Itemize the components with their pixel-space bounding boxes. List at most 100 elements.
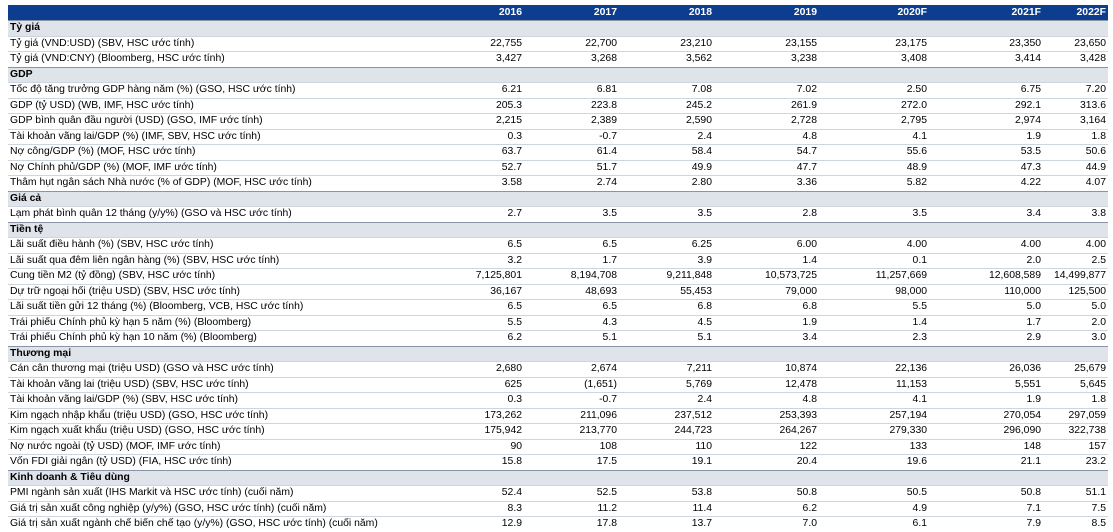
table-row: Trái phiếu Chính phủ kỳ hạn 5 năm (%) (B… xyxy=(8,314,1108,331)
value-cell: 2,674 xyxy=(524,361,619,377)
value-cell: 625 xyxy=(429,376,524,393)
row-label: Tỷ giá (VND:CNY) (Bloomberg, HSC ước tín… xyxy=(8,51,429,67)
table-row: Cán cân thương mại (triệu USD) (GSO và H… xyxy=(8,361,1108,377)
row-label: PMI ngành sản xuất (IHS Markit và HSC ướ… xyxy=(8,485,429,501)
value-cell: 110 xyxy=(619,438,714,455)
table-row: GDP (tỷ USD) (WB, IMF, HSC ước tính) 205.… xyxy=(8,97,1108,114)
value-cell: 7.02 xyxy=(714,82,819,98)
value-cell: 3,268 xyxy=(524,51,619,67)
value-cell: 7,211 xyxy=(619,361,714,377)
value-cell: 55.6 xyxy=(819,144,929,160)
table-row: Thâm hụt ngân sách Nhà nước (% of GDP) (… xyxy=(8,175,1108,191)
value-cell: 44.9 xyxy=(1043,159,1108,176)
value-cell: 47.7 xyxy=(714,159,819,176)
value-cell: 148 xyxy=(929,438,1043,455)
value-cell: 6.8 xyxy=(619,299,714,315)
value-cell: 4.1 xyxy=(819,128,929,145)
value-cell: 98,000 xyxy=(819,283,929,300)
value-cell: 23,175 xyxy=(819,35,929,52)
value-cell: 49.9 xyxy=(619,159,714,176)
row-label: Kim ngạch xuất khẩu (triệu USD) (GSO, HS… xyxy=(8,423,429,439)
value-cell: 264,267 xyxy=(714,423,819,439)
value-cell: 52.5 xyxy=(524,485,619,501)
table-row: Trái phiếu Chính phủ kỳ hạn 10 năm (%) (… xyxy=(8,330,1108,346)
value-cell: 6.00 xyxy=(714,237,819,253)
row-label: Tốc độ tăng trưởng GDP hàng năm (%) (GSO… xyxy=(8,82,429,98)
value-cell: 2.0 xyxy=(1043,314,1108,331)
value-cell: 90 xyxy=(429,438,524,455)
value-cell: 245.2 xyxy=(619,97,714,114)
value-cell: 2,728 xyxy=(714,113,819,129)
value-cell: 2.8 xyxy=(714,206,819,222)
value-cell: 20.4 xyxy=(714,454,819,470)
row-label: Cung tiền M2 (tỷ đồng) (SBV, HSC ước tín… xyxy=(8,268,429,284)
value-cell: 110,000 xyxy=(929,283,1043,300)
value-cell: 2,389 xyxy=(524,113,619,129)
value-cell: 157 xyxy=(1043,438,1108,455)
value-cell: 22,755 xyxy=(429,35,524,52)
value-cell: 292.1 xyxy=(929,97,1043,114)
value-cell: 12,478 xyxy=(714,376,819,393)
macro-indicators-table: 2016 2017 2018 2019 2020F 2021F 2022F Tỷ… xyxy=(8,5,1108,532)
value-cell: 244,723 xyxy=(619,423,714,439)
value-cell: 50.8 xyxy=(714,485,819,501)
table-row: Tỷ giá (VND:CNY) (Bloomberg, HSC ước tín… xyxy=(8,51,1108,67)
value-cell: 4.3 xyxy=(524,314,619,331)
value-cell: 19.1 xyxy=(619,454,714,470)
value-cell: 322,738 xyxy=(1043,423,1108,439)
value-cell: 12.9 xyxy=(429,516,524,532)
value-cell: 4.22 xyxy=(929,175,1043,191)
value-cell: 5.1 xyxy=(524,330,619,346)
value-cell: 3.36 xyxy=(714,175,819,191)
value-cell: 10,874 xyxy=(714,361,819,377)
value-cell: 4.5 xyxy=(619,314,714,331)
value-cell: 279,330 xyxy=(819,423,929,439)
value-cell: 213,770 xyxy=(524,423,619,439)
section-header-row: Tiền tệ xyxy=(8,221,1108,238)
table-row: Lãi suất tiền gửi 12 tháng (%) (Bloomber… xyxy=(8,299,1108,315)
header-label-cell xyxy=(8,5,429,21)
value-cell: 0.3 xyxy=(429,392,524,408)
value-cell: 3.9 xyxy=(619,252,714,269)
value-cell: 2.0 xyxy=(929,252,1043,269)
value-cell: 23.2 xyxy=(1043,454,1108,470)
value-cell: 3,414 xyxy=(929,51,1043,67)
value-cell: 296,090 xyxy=(929,423,1043,439)
row-label: Vốn FDI giải ngân (tỷ USD) (FIA, HSC ước… xyxy=(8,454,429,470)
value-cell: 79,000 xyxy=(714,283,819,300)
value-cell: 4.8 xyxy=(714,392,819,408)
table-row: Tài khoản vãng lai/GDP (%) (SBV, HSC ước… xyxy=(8,392,1108,408)
value-cell: 5.0 xyxy=(929,299,1043,315)
value-cell: 4.00 xyxy=(819,237,929,253)
year-header: 2021F xyxy=(929,5,1043,21)
value-cell: 122 xyxy=(714,438,819,455)
value-cell: 23,350 xyxy=(929,35,1043,52)
value-cell: 133 xyxy=(819,438,929,455)
row-label: Tài khoản vãng lai/GDP (%) (IMF, SBV, HS… xyxy=(8,128,429,145)
section-title: Tỷ giá xyxy=(8,20,1108,36)
value-cell: 2.80 xyxy=(619,175,714,191)
value-cell: 6.5 xyxy=(524,237,619,253)
value-cell: 13.7 xyxy=(619,516,714,532)
value-cell: 3.5 xyxy=(819,206,929,222)
value-cell: 22,136 xyxy=(819,361,929,377)
value-cell: 11.2 xyxy=(524,500,619,517)
value-cell: 3,408 xyxy=(819,51,929,67)
value-cell: 52.4 xyxy=(429,485,524,501)
table-row: Nợ Chính phủ/GDP (%) (MOF, IMF ước tính)… xyxy=(8,159,1108,176)
value-cell: 7.20 xyxy=(1043,82,1108,98)
value-cell: 2,795 xyxy=(819,113,929,129)
value-cell: 61.4 xyxy=(524,144,619,160)
value-cell: 3,164 xyxy=(1043,113,1108,129)
value-cell: 5.5 xyxy=(819,299,929,315)
value-cell: 237,512 xyxy=(619,407,714,424)
value-cell: (1,651) xyxy=(524,376,619,393)
row-label: Giá trị sản xuất công nghiệp (y/y%) (GSO… xyxy=(8,500,429,517)
value-cell: 10,573,725 xyxy=(714,268,819,284)
row-label: Tài khoản vãng lai (triệu USD) (SBV, HSC… xyxy=(8,376,429,393)
value-cell: 261.9 xyxy=(714,97,819,114)
value-cell: 3,562 xyxy=(619,51,714,67)
value-cell: 5.1 xyxy=(619,330,714,346)
value-cell: 14,499,877 xyxy=(1043,268,1108,284)
value-cell: 6.25 xyxy=(619,237,714,253)
